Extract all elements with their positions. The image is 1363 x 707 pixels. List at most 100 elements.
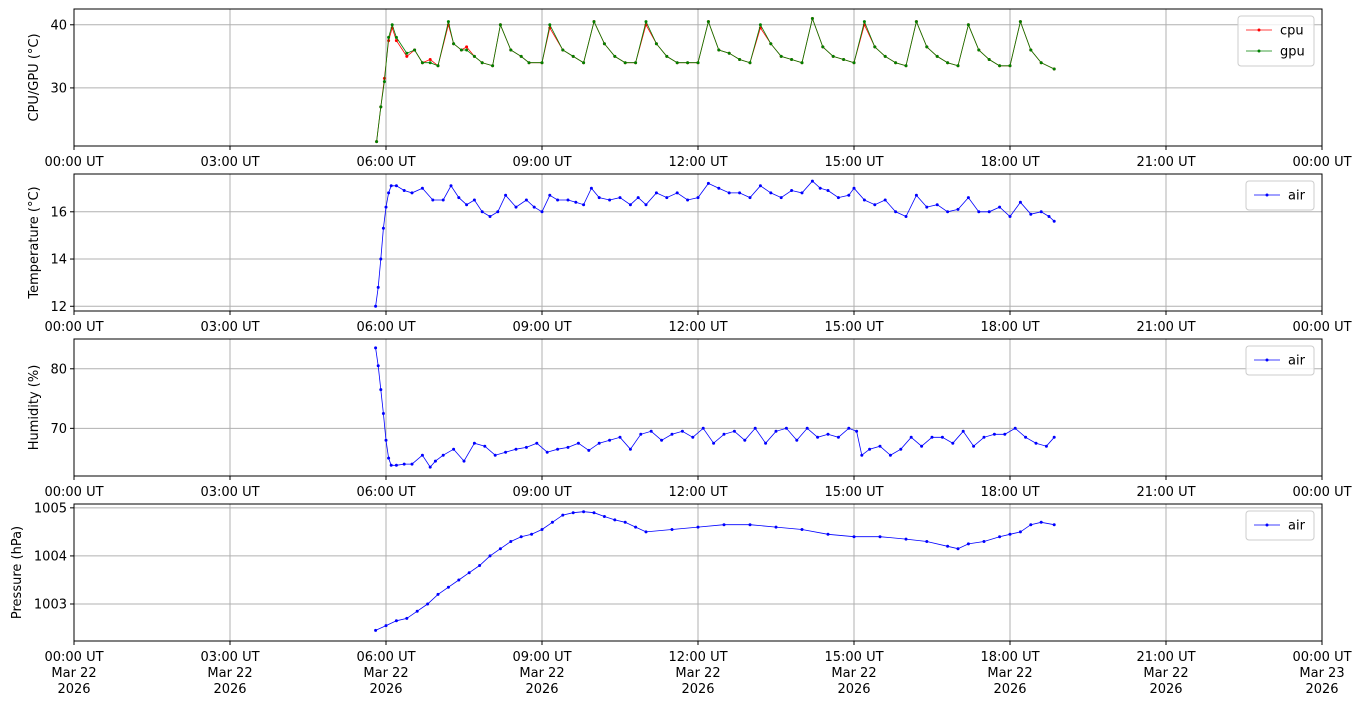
data-point <box>480 61 484 65</box>
data-point <box>608 198 612 202</box>
data-point <box>376 285 380 289</box>
x-tick-label: 21:00 UT <box>1136 485 1195 500</box>
data-point <box>394 184 398 188</box>
data-point <box>961 429 965 433</box>
data-point <box>381 412 385 415</box>
y-tick-label: 40 <box>50 18 67 33</box>
data-point <box>795 438 799 442</box>
x-tick-label: 00:00 UT <box>44 155 103 170</box>
y-tick-label: 16 <box>50 205 67 220</box>
data-point <box>727 191 731 195</box>
data-point <box>387 191 391 195</box>
data-point <box>480 210 484 214</box>
data-point <box>940 435 944 439</box>
data-point <box>452 42 456 46</box>
series-line <box>375 180 1055 307</box>
x-tick-label: 00:00 UT <box>1292 155 1351 170</box>
x-tick-label: 15:00 UT <box>824 155 883 170</box>
data-point <box>966 23 970 27</box>
x-tick-label: 12:00 UT <box>668 320 727 335</box>
data-point <box>446 20 450 24</box>
data-point <box>496 210 500 214</box>
x-tick-label: 12:00 UT <box>668 485 727 500</box>
data-point <box>426 602 430 606</box>
data-point <box>1029 523 1033 527</box>
data-point <box>691 435 695 439</box>
data-point <box>894 61 898 65</box>
data-point <box>394 463 398 467</box>
x-tick-label: 09:00 UT <box>512 485 571 500</box>
data-point <box>920 444 924 448</box>
data-point <box>465 203 469 207</box>
data-point <box>571 54 575 58</box>
series-line <box>376 17 1055 142</box>
data-point <box>904 64 908 68</box>
data-point <box>946 210 950 214</box>
data-point <box>670 432 674 436</box>
series-line <box>375 347 1055 468</box>
data-point <box>548 23 552 27</box>
data-point <box>998 205 1002 209</box>
data-point <box>836 435 840 439</box>
data-point <box>1039 61 1043 65</box>
legend-label: air <box>1288 189 1306 204</box>
data-point <box>1029 212 1033 216</box>
data-point <box>394 619 398 623</box>
data-point <box>436 592 440 596</box>
data-point <box>706 181 710 185</box>
data-point <box>914 20 918 24</box>
data-point <box>930 435 934 439</box>
data-point <box>548 193 552 197</box>
data-point <box>375 140 379 144</box>
x-tick-label: 00:00 UT <box>1292 320 1351 335</box>
data-point <box>852 535 856 539</box>
data-point <box>566 198 570 202</box>
y-tick-label: 12 <box>50 300 67 315</box>
x-tick-label: 18:00 UT <box>980 155 1039 170</box>
data-point <box>894 210 898 214</box>
data-point <box>498 547 502 551</box>
data-point <box>899 447 903 451</box>
data-point <box>873 45 877 49</box>
data-point <box>514 447 518 451</box>
legend-label: gpu <box>1280 45 1305 60</box>
data-point <box>810 179 814 183</box>
data-point <box>779 54 783 58</box>
data-point <box>389 184 393 188</box>
data-point <box>914 193 918 197</box>
data-point <box>654 191 658 195</box>
data-point <box>862 20 866 24</box>
y-tick-label: 1003 <box>34 597 67 612</box>
data-point <box>816 435 820 439</box>
x-tick-label: 03:00 UT Mar 22 2026 <box>200 650 259 697</box>
data-point <box>925 540 929 543</box>
data-point <box>878 444 882 448</box>
data-point <box>639 432 643 436</box>
data-point <box>982 435 986 439</box>
data-point <box>847 426 851 430</box>
data-point <box>413 48 417 52</box>
data-point <box>504 193 508 197</box>
data-point <box>935 54 939 58</box>
panel-4: 00:00 UT Mar 22 2026 03:00 UT Mar 22 2026 06:0… <box>10 501 1352 697</box>
data-point <box>686 61 690 65</box>
plot-frame <box>73 8 1323 147</box>
data-point <box>847 193 851 197</box>
x-tick-label: 18:00 UT Mar 22 2026 <box>980 650 1039 697</box>
data-point <box>634 525 638 529</box>
data-point <box>800 528 804 531</box>
x-tick-label: 00:00 UT Mar 22 2026 <box>44 650 103 697</box>
data-point <box>514 205 518 209</box>
data-point <box>389 463 393 467</box>
data-point <box>602 42 606 46</box>
data-point <box>488 554 492 558</box>
data-point <box>394 35 398 39</box>
data-point <box>717 186 721 190</box>
data-point <box>909 435 913 439</box>
legend-label: cpu <box>1280 24 1304 39</box>
data-point <box>826 189 830 192</box>
plot-frame <box>73 503 1323 642</box>
data-point <box>925 45 929 49</box>
legend: cpu gpu <box>1237 15 1315 67</box>
data-point <box>410 462 414 466</box>
